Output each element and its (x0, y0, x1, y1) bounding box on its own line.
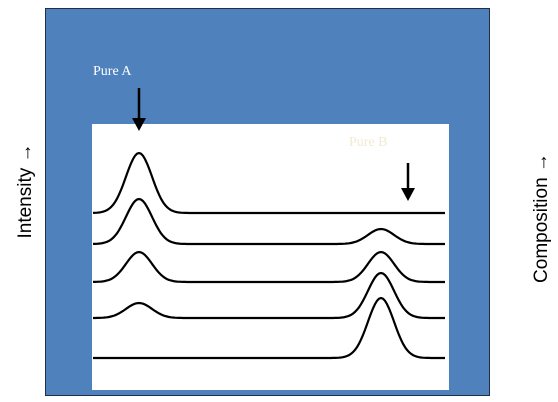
pure-a-arrow (132, 88, 146, 131)
spectrum-trace-2 (93, 197, 445, 246)
spectra-traces (92, 151, 445, 360)
pure-a-label: Pure A (93, 64, 132, 79)
spectrum-trace-1 (92, 151, 445, 215)
spectrum-trace-3 (93, 250, 445, 284)
spectrum-trace-5 (93, 296, 445, 360)
spectrum-trace-4 (93, 271, 445, 320)
pure-b-arrow (401, 163, 415, 201)
pure-b-label: Pure B (349, 135, 388, 150)
